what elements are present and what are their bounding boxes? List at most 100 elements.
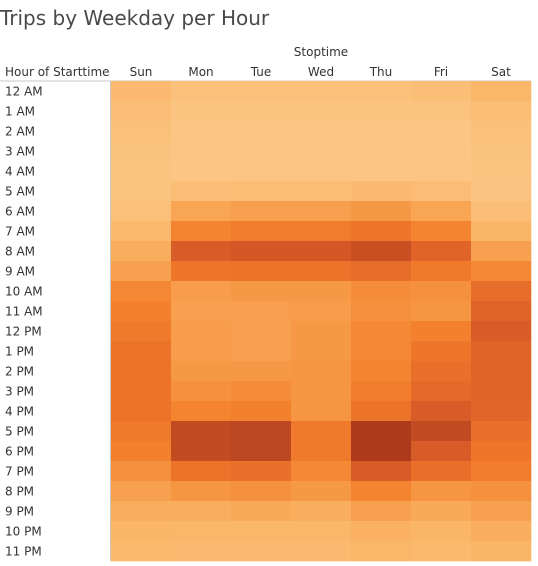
heatmap-cell[interactable]: [471, 201, 532, 222]
heatmap-cell[interactable]: [351, 301, 412, 322]
heatmap-cell[interactable]: [291, 161, 352, 182]
heatmap-cell[interactable]: [411, 521, 472, 542]
heatmap-cell[interactable]: [411, 341, 472, 362]
heatmap-cell[interactable]: [471, 501, 532, 522]
heatmap-cell[interactable]: [171, 121, 232, 142]
heatmap-cell[interactable]: [471, 521, 532, 542]
heatmap-cell[interactable]: [171, 141, 232, 162]
heatmap-cell[interactable]: [291, 261, 352, 282]
heatmap-cell[interactable]: [111, 121, 172, 142]
heatmap-cell[interactable]: [231, 441, 292, 462]
heatmap-cell[interactable]: [111, 261, 172, 282]
heatmap-cell[interactable]: [171, 261, 232, 282]
heatmap-cell[interactable]: [111, 481, 172, 502]
heatmap-cell[interactable]: [291, 441, 352, 462]
heatmap-cell[interactable]: [171, 481, 232, 502]
heatmap-cell[interactable]: [411, 141, 472, 162]
heatmap-cell[interactable]: [471, 261, 532, 282]
heatmap-cell[interactable]: [411, 381, 472, 402]
heatmap-cell[interactable]: [111, 141, 172, 162]
heatmap-cell[interactable]: [411, 441, 472, 462]
heatmap-cell[interactable]: [231, 261, 292, 282]
heatmap-cell[interactable]: [471, 341, 532, 362]
heatmap-cell[interactable]: [471, 81, 532, 102]
heatmap-cell[interactable]: [171, 441, 232, 462]
heatmap-cell[interactable]: [231, 141, 292, 162]
heatmap-cell[interactable]: [111, 321, 172, 342]
heatmap-cell[interactable]: [411, 281, 472, 302]
heatmap-cell[interactable]: [471, 421, 532, 442]
heatmap-cell[interactable]: [291, 501, 352, 522]
heatmap-cell[interactable]: [411, 461, 472, 482]
heatmap-cell[interactable]: [291, 101, 352, 122]
heatmap-cell[interactable]: [411, 541, 472, 562]
heatmap-cell[interactable]: [231, 361, 292, 382]
heatmap-cell[interactable]: [351, 221, 412, 242]
heatmap-cell[interactable]: [291, 301, 352, 322]
heatmap-cell[interactable]: [171, 161, 232, 182]
heatmap-cell[interactable]: [471, 141, 532, 162]
heatmap-cell[interactable]: [111, 541, 172, 562]
heatmap-cell[interactable]: [231, 481, 292, 502]
heatmap-cell[interactable]: [171, 181, 232, 202]
heatmap-cell[interactable]: [291, 281, 352, 302]
heatmap-cell[interactable]: [471, 281, 532, 302]
heatmap-cell[interactable]: [291, 541, 352, 562]
heatmap-cell[interactable]: [111, 281, 172, 302]
heatmap-cell[interactable]: [351, 121, 412, 142]
heatmap-cell[interactable]: [231, 201, 292, 222]
heatmap-cell[interactable]: [471, 441, 532, 462]
heatmap-cell[interactable]: [231, 281, 292, 302]
heatmap-cell[interactable]: [231, 461, 292, 482]
heatmap-cell[interactable]: [111, 421, 172, 442]
heatmap-cell[interactable]: [171, 541, 232, 562]
heatmap-cell[interactable]: [291, 81, 352, 102]
heatmap-cell[interactable]: [411, 321, 472, 342]
heatmap-cell[interactable]: [111, 521, 172, 542]
heatmap-cell[interactable]: [171, 201, 232, 222]
heatmap-cell[interactable]: [351, 401, 412, 422]
heatmap-cell[interactable]: [171, 81, 232, 102]
heatmap-cell[interactable]: [231, 181, 292, 202]
heatmap-cell[interactable]: [171, 361, 232, 382]
heatmap-cell[interactable]: [291, 241, 352, 262]
heatmap-cell[interactable]: [111, 501, 172, 522]
heatmap-cell[interactable]: [411, 201, 472, 222]
heatmap-cell[interactable]: [471, 241, 532, 262]
heatmap-cell[interactable]: [471, 301, 532, 322]
heatmap-cell[interactable]: [171, 221, 232, 242]
heatmap-cell[interactable]: [351, 201, 412, 222]
heatmap-cell[interactable]: [351, 281, 412, 302]
heatmap-cell[interactable]: [111, 181, 172, 202]
heatmap-cell[interactable]: [351, 341, 412, 362]
heatmap-cell[interactable]: [351, 101, 412, 122]
heatmap-cell[interactable]: [111, 201, 172, 222]
heatmap-cell[interactable]: [291, 461, 352, 482]
heatmap-cell[interactable]: [291, 201, 352, 222]
heatmap-cell[interactable]: [231, 541, 292, 562]
heatmap-cell[interactable]: [231, 241, 292, 262]
heatmap-cell[interactable]: [171, 241, 232, 262]
heatmap-cell[interactable]: [471, 541, 532, 562]
heatmap-cell[interactable]: [231, 341, 292, 362]
heatmap-cell[interactable]: [231, 161, 292, 182]
heatmap-cell[interactable]: [411, 221, 472, 242]
heatmap-cell[interactable]: [351, 461, 412, 482]
heatmap-cell[interactable]: [351, 81, 412, 102]
heatmap-cell[interactable]: [471, 101, 532, 122]
heatmap-cell[interactable]: [111, 441, 172, 462]
heatmap-cell[interactable]: [471, 161, 532, 182]
heatmap-cell[interactable]: [351, 321, 412, 342]
heatmap-cell[interactable]: [291, 341, 352, 362]
heatmap-cell[interactable]: [231, 521, 292, 542]
heatmap-cell[interactable]: [171, 401, 232, 422]
heatmap-cell[interactable]: [291, 481, 352, 502]
heatmap-cell[interactable]: [111, 161, 172, 182]
heatmap-cell[interactable]: [411, 121, 472, 142]
heatmap-cell[interactable]: [111, 81, 172, 102]
heatmap-cell[interactable]: [231, 401, 292, 422]
heatmap-cell[interactable]: [291, 421, 352, 442]
heatmap-cell[interactable]: [351, 261, 412, 282]
heatmap-cell[interactable]: [171, 321, 232, 342]
heatmap-cell[interactable]: [411, 261, 472, 282]
